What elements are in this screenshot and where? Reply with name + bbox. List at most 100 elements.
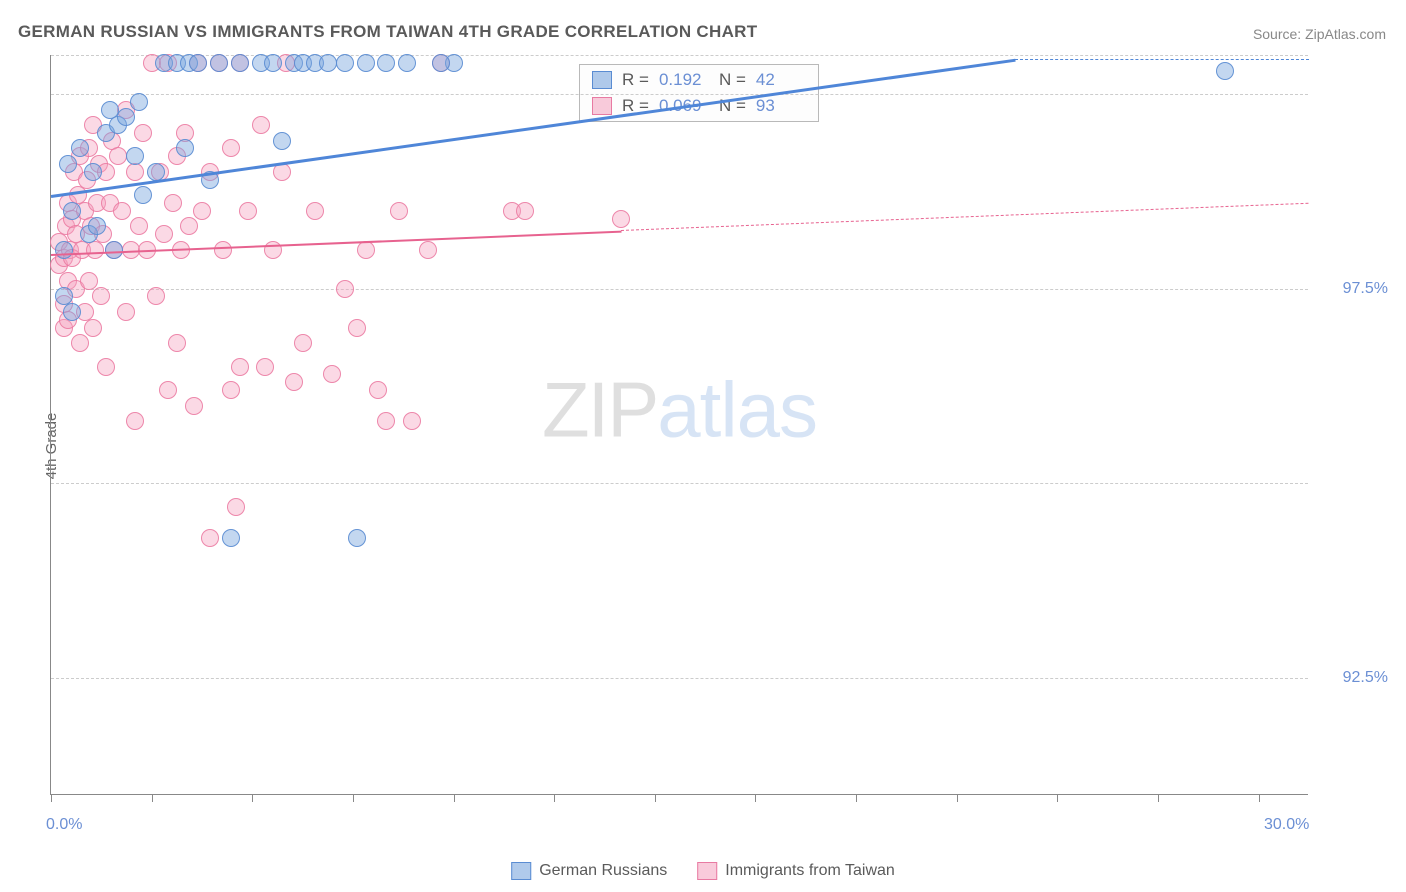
data-point [264,54,282,72]
data-point [264,241,282,259]
legend-bottom: German Russians Immigrants from Taiwan [511,862,895,880]
x-tick [1158,794,1159,802]
x-tick [1259,794,1260,802]
stat-r-label: R = [622,70,649,90]
data-point [348,529,366,547]
trend-line-blue [51,59,1016,198]
data-point [252,116,270,134]
legend-item: German Russians [511,862,667,880]
data-point [201,529,219,547]
data-point [168,334,186,352]
data-point [390,202,408,220]
data-point [176,139,194,157]
x-tick [353,794,354,802]
trend-dash [1015,59,1309,60]
data-point [185,397,203,415]
data-point [92,287,110,305]
data-point [377,412,395,430]
y-tick-label: 97.5% [1318,280,1388,298]
stats-row: R =0.192N =42 [580,67,818,93]
data-point [239,202,257,220]
legend-item: Immigrants from Taiwan [697,862,895,880]
data-point [71,334,89,352]
data-point [55,241,73,259]
x-tick-label: 30.0% [1264,816,1309,834]
data-point [84,319,102,337]
y-tick-label: 92.5% [1318,669,1388,687]
x-tick [554,794,555,802]
data-point [164,194,182,212]
legend-swatch [592,71,612,89]
x-tick [454,794,455,802]
data-point [63,303,81,321]
x-tick [1057,794,1058,802]
data-point [113,202,131,220]
stat-r-value: 0.192 [659,70,709,90]
data-point [419,241,437,259]
data-point [432,54,450,72]
x-tick-label: 0.0% [46,816,82,834]
stat-n-value: 93 [756,96,806,116]
data-point [189,54,207,72]
data-point [134,124,152,142]
data-point [273,132,291,150]
chart-container: GERMAN RUSSIAN VS IMMIGRANTS FROM TAIWAN… [0,0,1406,892]
data-point [323,365,341,383]
plot-area: ZIPatlas R =0.192N =42R =0.069N =93 92.5… [50,55,1308,795]
data-point [348,319,366,337]
data-point [336,54,354,72]
data-point [84,163,102,181]
legend-swatch [592,97,612,115]
data-point [180,217,198,235]
data-point [147,287,165,305]
data-point [105,241,123,259]
data-point [86,241,104,259]
chart-title: GERMAN RUSSIAN VS IMMIGRANTS FROM TAIWAN… [18,22,757,42]
legend-label: German Russians [539,862,667,880]
data-point [231,358,249,376]
data-point [117,108,135,126]
data-point [109,147,127,165]
data-point [222,529,240,547]
data-point [97,358,115,376]
gridline [51,289,1308,290]
data-point [222,381,240,399]
data-point [369,381,387,399]
x-tick [252,794,253,802]
data-point [147,163,165,181]
data-point [71,139,89,157]
data-point [130,93,148,111]
data-point [80,272,98,290]
data-point [155,225,173,243]
legend-swatch [511,862,531,880]
data-point [377,54,395,72]
data-point [193,202,211,220]
data-point [126,163,144,181]
data-point [130,217,148,235]
data-point [357,241,375,259]
data-point [134,186,152,204]
data-point [1216,62,1234,80]
data-point [63,202,81,220]
data-point [516,202,534,220]
legend-swatch [697,862,717,880]
data-point [231,54,249,72]
x-tick [957,794,958,802]
x-tick [152,794,153,802]
legend-label: Immigrants from Taiwan [725,862,895,880]
data-point [117,303,135,321]
data-point [88,217,106,235]
data-point [285,373,303,391]
x-tick [51,794,52,802]
data-point [403,412,421,430]
watermark-zip: ZIP [542,365,657,453]
data-point [306,202,324,220]
watermark-atlas: atlas [657,365,817,453]
x-tick [755,794,756,802]
data-point [126,147,144,165]
trend-dash [621,203,1309,231]
x-tick [655,794,656,802]
gridline [51,678,1308,679]
data-point [214,241,232,259]
x-tick [856,794,857,802]
